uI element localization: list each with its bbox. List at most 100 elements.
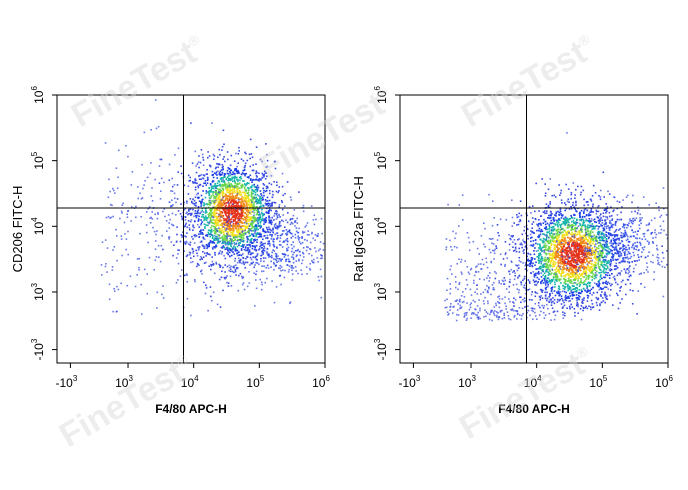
event-point [604,293,607,296]
event-point [555,235,557,238]
event-point [314,234,317,236]
event-point [219,204,222,207]
event-point [518,247,520,250]
event-point [567,240,570,243]
event-point [610,289,612,291]
event-point [235,224,237,226]
event-point [242,245,244,248]
event-point [291,279,294,281]
event-point [553,273,555,275]
event-point [568,218,570,221]
event-point [290,267,293,269]
event-point [581,274,583,276]
event-point [278,244,281,246]
event-point [210,216,213,218]
event-point [614,234,617,237]
event-point [631,244,634,247]
event-point [559,298,561,301]
event-point [126,213,128,216]
event-point [158,165,161,167]
event-point [563,239,565,242]
event-point [197,249,200,251]
event-point [271,196,274,199]
event-point [577,312,579,314]
event-point [570,276,573,278]
event-point [289,231,291,234]
event-point [146,211,148,213]
event-point [251,156,254,159]
event-point [541,240,544,242]
event-point [531,257,534,259]
event-point [548,228,550,230]
event-point [220,177,222,180]
event-point [549,282,552,285]
event-point [232,230,235,233]
event-point [604,264,606,266]
event-point [605,238,608,241]
event-point [255,270,258,273]
event-point [228,185,231,187]
event-point [534,258,536,260]
event-point [250,230,253,232]
event-point [578,245,580,247]
event-point [263,175,265,178]
event-point [257,179,260,181]
event-point [208,242,211,244]
event-point [611,283,613,286]
event-point [208,192,210,195]
event-point [247,223,250,225]
event-point [196,262,199,265]
event-point [520,214,523,217]
event-point [606,283,608,286]
event-point [225,177,228,180]
event-point [255,249,258,251]
event-point [244,192,246,195]
event-point [207,221,210,224]
event-point [594,227,596,230]
event-point [288,230,290,232]
event-point [241,275,243,278]
event-point [607,237,610,240]
event-point [302,256,305,258]
event-point [231,197,234,199]
y-tick-label: 105 [30,151,46,169]
event-point [200,149,203,151]
event-point [527,264,529,266]
event-point [623,245,626,247]
event-point [219,250,222,252]
event-point [224,205,227,208]
event-point [278,190,280,192]
event-point [192,224,194,227]
event-point [175,281,178,284]
event-point [611,273,613,275]
event-point [243,168,246,171]
event-point [229,275,232,278]
event-point [574,197,576,199]
event-point [225,187,228,189]
event-point [280,260,282,262]
event-point [241,228,243,231]
event-point [529,282,531,284]
event-point [275,253,278,255]
event-point [235,274,237,276]
event-point [264,231,267,234]
event-point [229,202,232,204]
event-point [207,243,210,245]
event-point [244,225,247,227]
event-point [236,209,238,211]
event-point [223,223,225,226]
event-point [228,213,230,216]
event-point [272,244,275,246]
event-point [176,226,178,228]
event-point [295,227,298,229]
event-point [211,200,213,202]
event-point [226,176,229,179]
event-point [574,229,576,231]
event-point [168,222,170,224]
event-point [564,237,566,239]
event-point [227,242,229,244]
event-point [234,270,237,273]
event-point [200,194,203,197]
event-point [242,230,245,232]
event-point [268,203,271,205]
